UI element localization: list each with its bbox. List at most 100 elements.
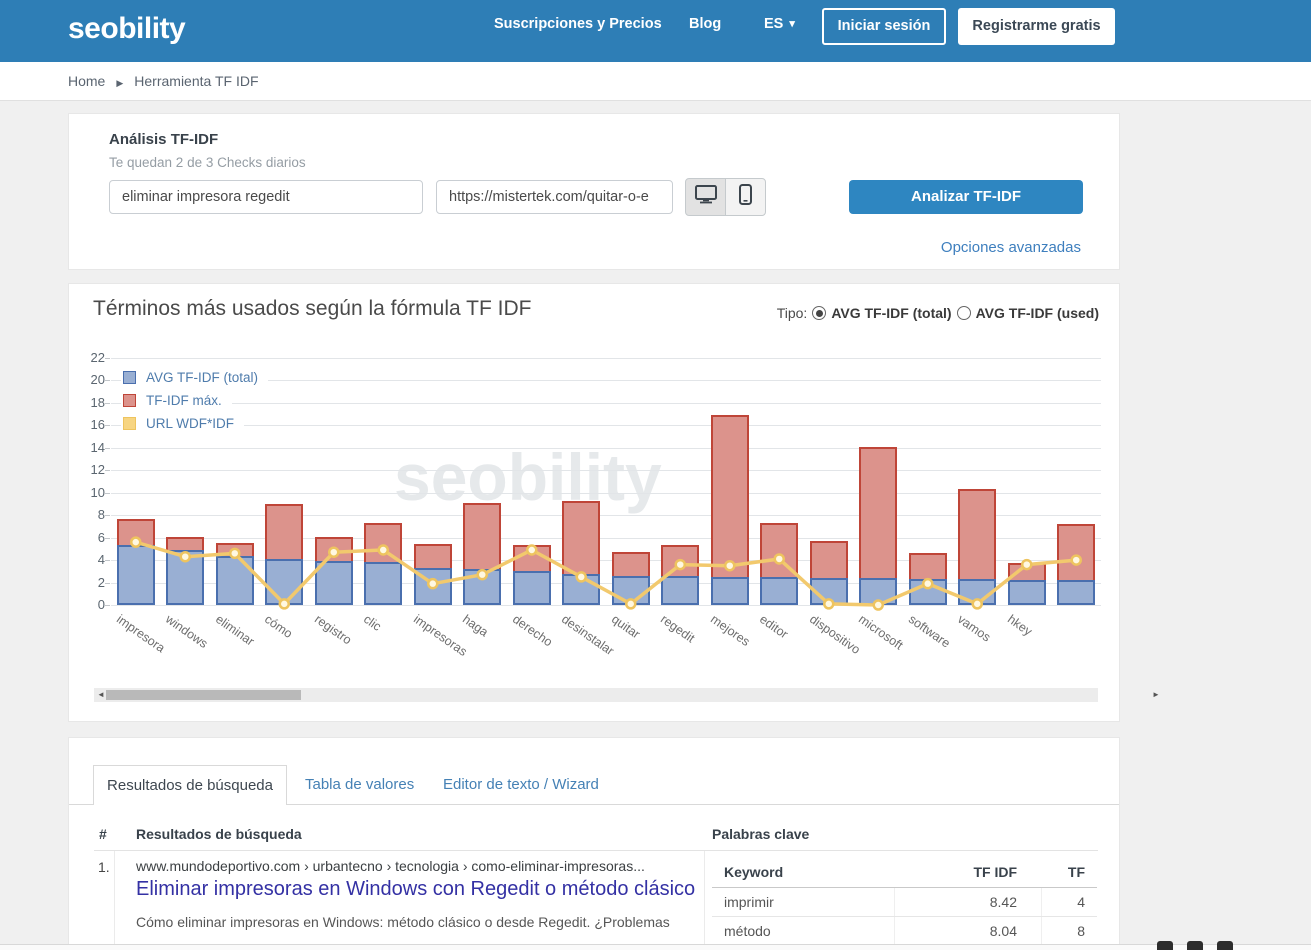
chevron-down-icon: ▾ [789, 18, 795, 30]
radio-avg-total-label: AVG TF-IDF (total) [831, 305, 952, 321]
keyword-table-row: imprimir 8.42 4 [712, 888, 1097, 917]
y-axis-tick [105, 380, 110, 382]
login-button[interactable]: Iniciar sesión [822, 8, 946, 45]
x-axis-label: eliminar [212, 612, 257, 649]
y-axis-label: 0 [97, 597, 105, 612]
tfidf-chart: seobility 0 2 4 6 8 10 12 14 16 18 20 22 AVG TF-IDF (… [69, 284, 1121, 723]
bar-segment-max [364, 523, 403, 563]
watermark: seobility [394, 440, 662, 514]
seobility-logo[interactable]: seobility [68, 12, 186, 45]
device-desktop-toggle[interactable] [685, 178, 726, 216]
bar-segment-max [710, 415, 749, 577]
breadcrumb-current: Herramienta TF IDF [134, 73, 259, 89]
tab-search-results[interactable]: Resultados de búsqueda [93, 765, 287, 805]
keyword-cell: imprimir [724, 894, 774, 910]
result-description: Cómo eliminar impresoras en Windows: mét… [136, 914, 670, 930]
chart-scrollbar-thumb[interactable] [106, 690, 301, 700]
checks-remaining-text: Te quedan 2 de 3 Checks diarios [109, 155, 306, 170]
y-axis-tick [105, 537, 110, 539]
footer-icon[interactable] [1187, 941, 1203, 950]
y-axis-label: 16 [90, 417, 105, 433]
data-point-marker [476, 568, 488, 581]
y-axis-label: 22 [90, 350, 105, 365]
data-point-marker [971, 598, 983, 610]
data-point-marker [229, 547, 241, 560]
bar-segment-max [166, 536, 205, 550]
x-axis-label: registro [311, 612, 354, 648]
desktop-icon [694, 185, 717, 209]
keyword-input[interactable]: eliminar impresora regedit [109, 180, 423, 214]
column-divider [114, 851, 115, 949]
nav-link-blog[interactable]: Blog [689, 16, 722, 32]
bar-segment-avg [760, 576, 799, 605]
gridline [111, 358, 1101, 359]
bar-segment-max [611, 552, 650, 576]
keyword-table-row: método 8.04 8 [712, 917, 1097, 946]
bar-segment-avg [463, 569, 502, 605]
device-mobile-toggle[interactable] [725, 178, 766, 216]
keyword-table-header: Keyword TF IDF TF [712, 856, 1097, 888]
column-header-keywords: Palabras clave [712, 826, 810, 842]
y-axis-tick [105, 402, 110, 404]
result-rank: 1. [98, 859, 110, 875]
keyword-cell: 8.04 [894, 917, 1041, 945]
y-axis-tick [105, 425, 110, 427]
keyword-column-header: TF [1067, 863, 1085, 880]
legend-swatch [123, 371, 136, 384]
gridline [111, 425, 1101, 427]
x-axis-label: dispositivo [806, 612, 863, 657]
data-point-marker [1070, 554, 1082, 566]
footer-icon[interactable] [1157, 941, 1173, 950]
data-point-marker [872, 599, 884, 611]
analysis-panel: Análisis TF-IDF Te quedan 2 de 3 Checks … [68, 113, 1120, 270]
y-axis-label: 10 [90, 484, 105, 500]
radio-avg-used[interactable] [956, 306, 971, 320]
gridline [111, 537, 1101, 539]
nav-language-dropdown[interactable]: ES ▾ [764, 16, 795, 32]
analyze-button[interactable]: Analizar TF-IDF [849, 180, 1083, 214]
chart-scrollbar-track[interactable] [94, 688, 1098, 702]
data-point-marker [773, 553, 785, 565]
bar-segment-avg [512, 571, 551, 605]
bar-segment-max [1057, 524, 1096, 581]
results-panel: Resultados de búsqueda Tabla de valores … [68, 737, 1120, 950]
keyword-column-header: TF IDF [973, 863, 1017, 880]
register-button[interactable]: Registrarme gratis [958, 8, 1115, 45]
bar-segment-avg [314, 561, 353, 605]
column-divider [704, 851, 705, 949]
radio-avg-used-label: AVG TF-IDF (used) [975, 305, 1099, 321]
legend-item: URL WDF*IDF [121, 414, 244, 433]
y-axis-label: 14 [90, 439, 105, 455]
nav-link-pricing[interactable]: Suscripciones y Precios [494, 16, 662, 32]
breadcrumb-home[interactable]: Home [68, 73, 106, 89]
data-point-marker [575, 571, 587, 583]
y-axis-label: 20 [90, 372, 105, 388]
bar-segment-max [809, 541, 848, 579]
keyword-table: Keyword TF IDF TF imprimir 8.42 4 método 8.04 8 [712, 856, 1097, 946]
scrollbar-right-arrow-icon[interactable]: ► [1152, 690, 1160, 699]
x-axis-label: mejores [707, 612, 753, 649]
y-axis-tick [105, 470, 110, 472]
tab-divider [69, 804, 1119, 805]
bar-segment-avg [710, 576, 749, 605]
y-axis-tick [105, 358, 110, 359]
table-header-border [94, 850, 1098, 851]
x-axis-label: impresora [113, 612, 168, 656]
footer-icon[interactable] [1217, 941, 1233, 950]
gridline [111, 447, 1101, 449]
scrollbar-left-arrow-icon[interactable]: ◄ [97, 690, 105, 699]
x-axis-label: desinstalar [559, 612, 617, 659]
legend-swatch [123, 417, 136, 430]
tab-values-table[interactable]: Tabla de valores [305, 776, 415, 793]
advanced-options-link[interactable]: Opciones avanzadas [940, 239, 1081, 256]
tab-text-editor-wizard[interactable]: Editor de texto / Wizard [443, 776, 599, 793]
column-header-results: Resultados de búsqueda [136, 826, 302, 842]
legend-item: AVG TF-IDF (total) [121, 368, 269, 387]
data-point-marker [724, 559, 736, 572]
radio-avg-total[interactable] [812, 306, 827, 320]
result-title-link[interactable]: Eliminar impresoras en Windows con Reged… [136, 878, 696, 900]
bar-segment-max [859, 446, 898, 579]
y-axis-label: 8 [97, 507, 105, 523]
url-input[interactable]: https://mistertek.com/quitar-o-e [436, 180, 673, 214]
bar-segment-avg [1007, 580, 1046, 605]
